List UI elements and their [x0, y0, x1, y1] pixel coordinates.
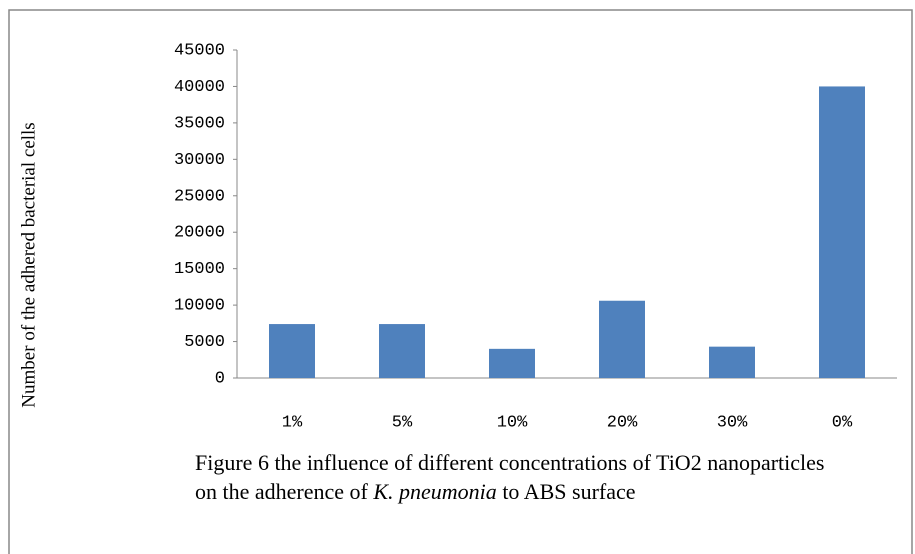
bar — [709, 346, 755, 378]
x-tick-label: 10% — [497, 413, 528, 432]
bar — [269, 324, 315, 378]
y-tick-label: 0 — [215, 369, 225, 388]
frame — [8, 9, 913, 554]
y-tick-label: 45000 — [174, 41, 225, 60]
bar — [379, 324, 425, 378]
y-tick-label: 40000 — [174, 78, 225, 97]
y-tick-label: 25000 — [174, 187, 225, 206]
bar — [599, 300, 645, 378]
x-tick-label: 20% — [607, 413, 638, 432]
y-tick-label: 15000 — [174, 260, 225, 279]
y-tick-label: 5000 — [184, 333, 225, 352]
y-axis-label: Number of the adhered bacterial cells — [18, 122, 39, 407]
caption-text: to ABS surface — [496, 479, 636, 504]
y-tick-label: 30000 — [174, 151, 225, 170]
x-tick-label: 5% — [392, 413, 413, 432]
y-tick-label: 20000 — [174, 224, 225, 243]
bar — [489, 348, 535, 378]
x-tick-label: 30% — [717, 413, 748, 432]
caption: Figure 6 the influence of different conc… — [195, 448, 835, 506]
caption-text: Figure 6 the influence of different conc… — [195, 450, 825, 504]
x-tick-label: 0% — [832, 413, 853, 432]
bar — [819, 86, 865, 378]
y-tick-label: 10000 — [174, 297, 225, 316]
caption-species: K. pneumonia — [373, 479, 497, 504]
x-tick-label: 1% — [282, 413, 303, 432]
y-tick-label: 35000 — [174, 114, 225, 133]
